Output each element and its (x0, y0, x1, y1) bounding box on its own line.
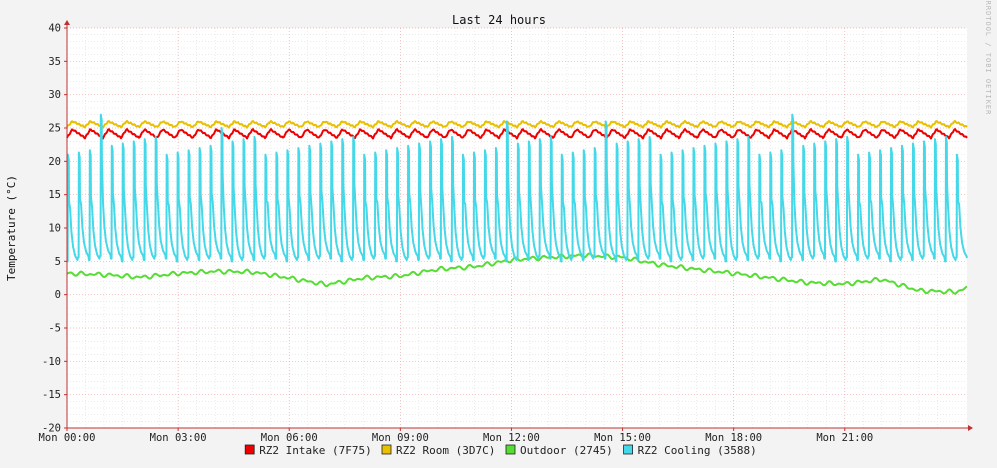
x-tick-label: Mon 12:00 (483, 432, 540, 444)
legend-label-rz2-intake-7f75: RZ2 Intake (7F75) (259, 444, 372, 457)
x-tick-label: Mon 09:00 (372, 432, 429, 444)
y-tick-label: 40 (48, 23, 61, 35)
x-tick-label: Mon 18:00 (705, 432, 762, 444)
series-lines (66, 113, 968, 295)
y-tick-label: 20 (48, 156, 61, 168)
y-axis-arrow (64, 20, 70, 25)
series-line-rz2-intake-7f75 (66, 128, 968, 140)
legend-swatch-outdoor-2745 (505, 444, 516, 455)
legend: RZ2 Intake (7F75) RZ2 Room (3D7C) Outdoor … (244, 444, 757, 457)
x-tick-label: Mon 06:00 (261, 432, 318, 444)
axes (64, 20, 973, 431)
y-tick-label: 15 (48, 189, 61, 201)
y-tick-label: 35 (48, 56, 61, 68)
x-axis-arrow (968, 425, 973, 431)
legend-swatch-rz2-intake-7f75 (244, 444, 255, 455)
y-tick-label: -10 (42, 356, 61, 368)
legend-label-outdoor-2745: Outdoor (2745) (520, 444, 613, 457)
y-tick-label: 25 (48, 123, 61, 135)
y-tick-label: 30 (48, 89, 61, 101)
series-line-rz2-cooling-3588 (66, 113, 968, 263)
legend-label-rz2-cooling-3588: RZ2 Cooling (3588) (638, 444, 757, 457)
y-tick-label: 10 (48, 223, 61, 235)
y-tick-label: -5 (48, 323, 61, 335)
y-tick-label: 0 (55, 289, 61, 301)
x-tick-label: Mon 21:00 (816, 432, 873, 444)
x-tick-label: Mon 03:00 (150, 432, 207, 444)
x-tick-label: Mon 15:00 (594, 432, 651, 444)
legend-label-rz2-room-3d7c: RZ2 Room (3D7C) (396, 444, 495, 457)
chart-title: Last 24 hours (452, 13, 546, 27)
y-tick-label: -20 (42, 423, 61, 435)
y-axis-label: Temperature (°C) (5, 175, 18, 281)
series-line-rz2-room-3d7c (66, 119, 968, 129)
x-tick-label: Mon 00:00 (39, 432, 96, 444)
y-tick-label: 5 (55, 256, 61, 268)
watermark-text: RRDTOOL / TOBI OETIKER (984, 1, 992, 116)
legend-swatch-rz2-room-3d7c (381, 444, 392, 455)
y-tick-label: -15 (42, 389, 61, 401)
legend-swatch-rz2-cooling-3588 (623, 444, 633, 455)
